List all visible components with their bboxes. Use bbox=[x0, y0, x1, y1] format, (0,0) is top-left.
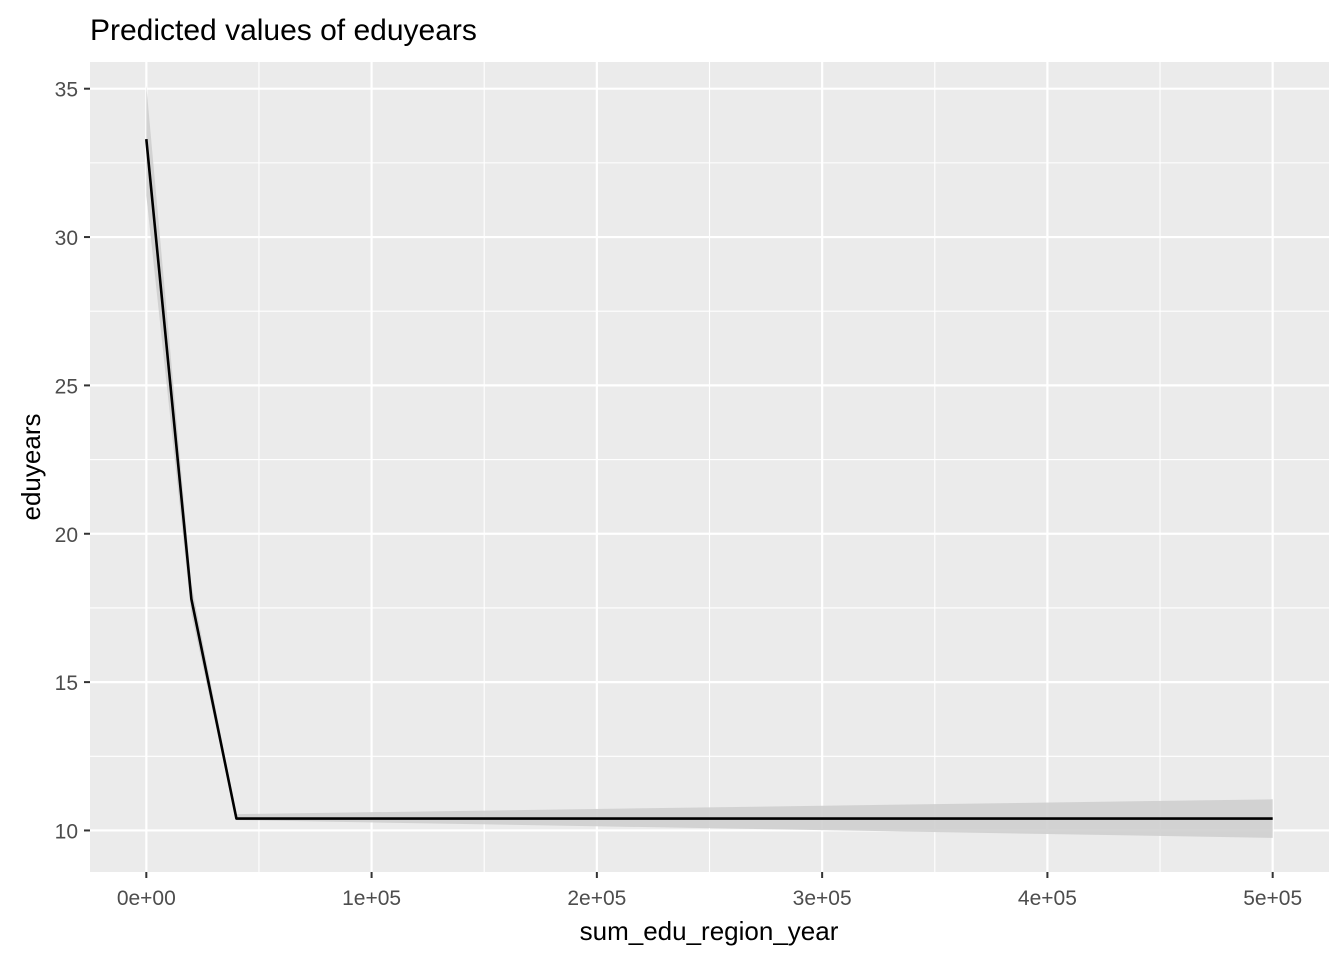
y-axis-label: eduyears bbox=[16, 414, 46, 521]
x-axis-label: sum_edu_region_year bbox=[580, 916, 839, 946]
y-tick-label: 30 bbox=[55, 227, 78, 250]
y-tick-label: 20 bbox=[55, 524, 78, 547]
x-tick-label: 5e+05 bbox=[1243, 887, 1302, 910]
x-tick-label: 2e+05 bbox=[567, 887, 626, 910]
x-tick-label: 4e+05 bbox=[1018, 887, 1077, 910]
y-axis: 10 15 20 25 30 35 bbox=[55, 79, 90, 843]
y-tick-label: 25 bbox=[55, 375, 78, 398]
x-tick-label: 1e+05 bbox=[342, 887, 401, 910]
line-layer bbox=[145, 139, 1273, 820]
x-tick-label: 0e+00 bbox=[117, 887, 176, 910]
x-axis: 0e+00 1e+05 2e+05 3e+05 4e+05 5e+05 bbox=[117, 872, 1302, 910]
y-tick-label: 35 bbox=[55, 79, 78, 102]
chart-title: Predicted values of eduyears bbox=[90, 14, 477, 47]
x-tick-label: 3e+05 bbox=[793, 887, 852, 910]
y-tick-label: 10 bbox=[55, 820, 78, 843]
y-tick-label: 15 bbox=[55, 672, 78, 695]
series-line bbox=[145, 139, 1273, 820]
minor-gridlines bbox=[90, 62, 1329, 872]
